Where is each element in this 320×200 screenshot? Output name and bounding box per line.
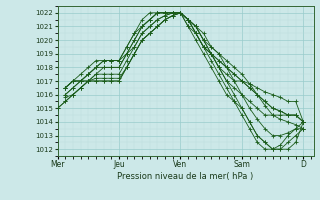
- X-axis label: Pression niveau de la mer( hPa ): Pression niveau de la mer( hPa ): [117, 172, 254, 181]
